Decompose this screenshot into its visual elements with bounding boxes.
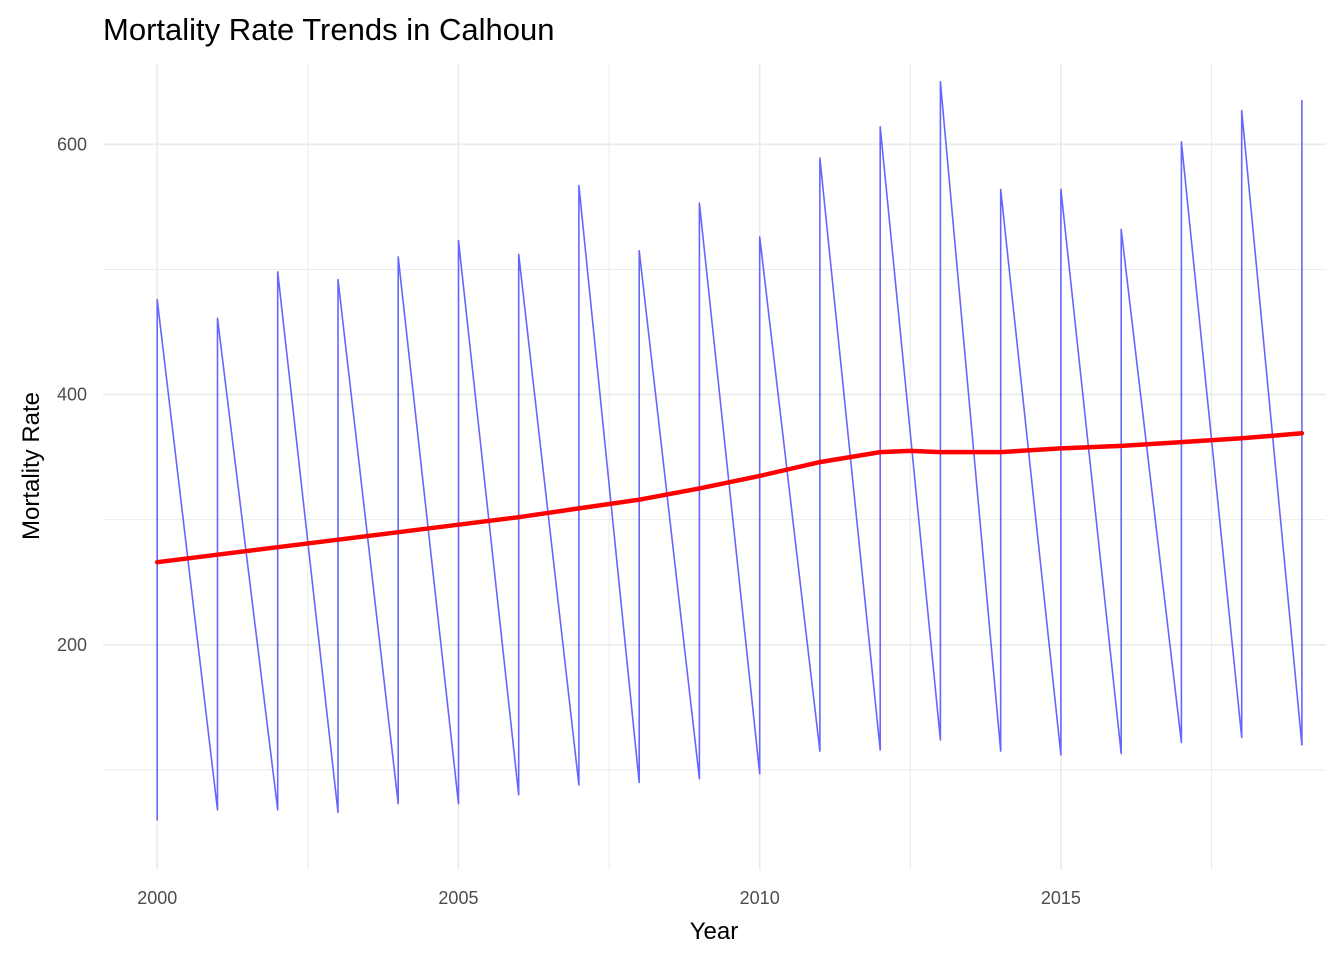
- y-tick-label: 400: [57, 385, 87, 405]
- grid-lines: [103, 63, 1326, 870]
- x-axis-label: Year: [690, 918, 739, 945]
- trend-line: [154, 431, 1305, 565]
- mortality-rate-line: [156, 81, 1303, 821]
- y-axis-label: Mortality Rate: [18, 392, 45, 540]
- y-axis-ticks: 200 400 600: [57, 134, 87, 654]
- x-tick-label: 2010: [740, 888, 780, 908]
- data-series: [154, 81, 1305, 821]
- x-tick-label: 2000: [137, 888, 177, 908]
- y-tick-label: 600: [57, 134, 87, 154]
- y-tick-label: 200: [57, 635, 87, 655]
- x-tick-label: 2005: [438, 888, 478, 908]
- x-tick-label: 2015: [1041, 888, 1081, 908]
- x-axis-ticks: 2000 2005 2010 2015: [137, 888, 1081, 908]
- chart-title: Mortality Rate Trends in Calhoun: [103, 12, 554, 47]
